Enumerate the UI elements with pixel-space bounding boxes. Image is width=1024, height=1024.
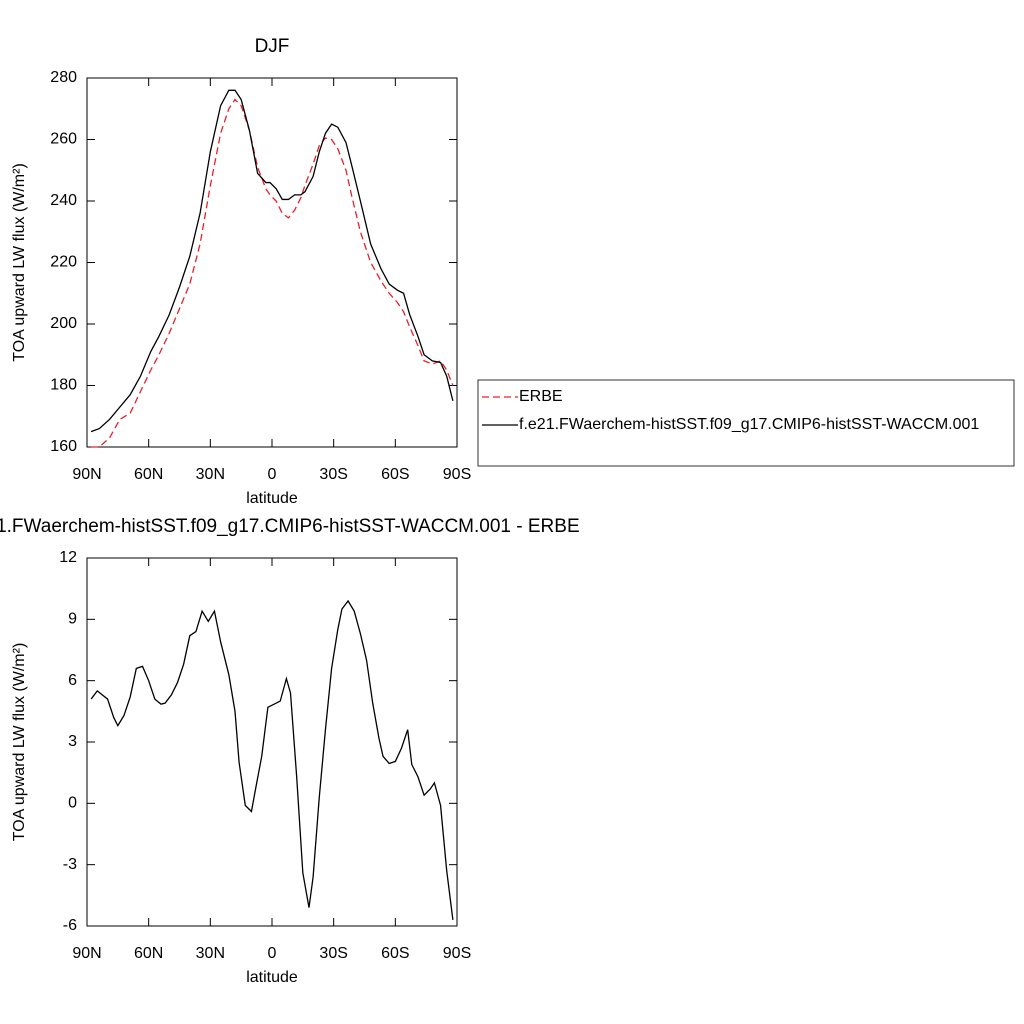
y-tick-label: 180 [50, 377, 77, 394]
x-tick-label: 30S [319, 945, 347, 962]
x-axis-label: latitude [246, 490, 298, 507]
series-line [90, 89, 454, 433]
x-tick-label: 0 [268, 466, 277, 483]
x-tick-label: 60S [381, 466, 409, 483]
legend-label: f.e21.FWaerchem-histSST.f09_g17.CMIP6-hi… [519, 416, 979, 433]
y-tick-label: 9 [68, 611, 77, 628]
y-tick-label: 6 [68, 672, 77, 689]
y-tick-label: 3 [68, 733, 77, 750]
legend-label: ERBE [519, 388, 563, 405]
x-tick-label: 90S [443, 466, 471, 483]
y-tick-label: -6 [63, 917, 77, 934]
series-line [91, 98, 454, 448]
y-tick-label: 260 [50, 131, 77, 148]
x-tick-label: 30S [319, 466, 347, 483]
plot-frame [86, 557, 458, 927]
y-axis-label: TOA upward LW flux (W/m²) [11, 643, 28, 842]
y-tick-label: 240 [50, 192, 77, 209]
y-tick-label: 0 [68, 795, 77, 812]
legend-box [477, 379, 1015, 467]
y-tick-label: 200 [50, 315, 77, 332]
plot-frame [86, 77, 458, 448]
y-tick-label: 280 [50, 69, 77, 86]
chart-title: DJF [255, 36, 290, 57]
y-tick-label: 12 [59, 549, 77, 566]
x-tick-label: 90N [72, 945, 101, 962]
x-tick-label: 90S [443, 945, 471, 962]
series-line [90, 599, 454, 920]
x-tick-label: 60N [134, 466, 163, 483]
x-tick-label: 30N [196, 466, 225, 483]
x-tick-label: 60S [381, 945, 409, 962]
x-tick-label: 30N [196, 945, 225, 962]
y-axis-label: TOA upward LW flux (W/m²) [11, 163, 28, 362]
y-tick-label: 220 [50, 254, 77, 271]
x-tick-label: 0 [268, 945, 277, 962]
x-axis-label: latitude [246, 969, 298, 986]
x-tick-label: 90N [72, 466, 101, 483]
x-tick-label: 60N [134, 945, 163, 962]
chart-title: f.e21.FWaerchem-histSST.f09_g17.CMIP6-hi… [0, 516, 580, 537]
y-tick-label: 160 [50, 438, 77, 455]
y-tick-label: -3 [63, 856, 77, 873]
